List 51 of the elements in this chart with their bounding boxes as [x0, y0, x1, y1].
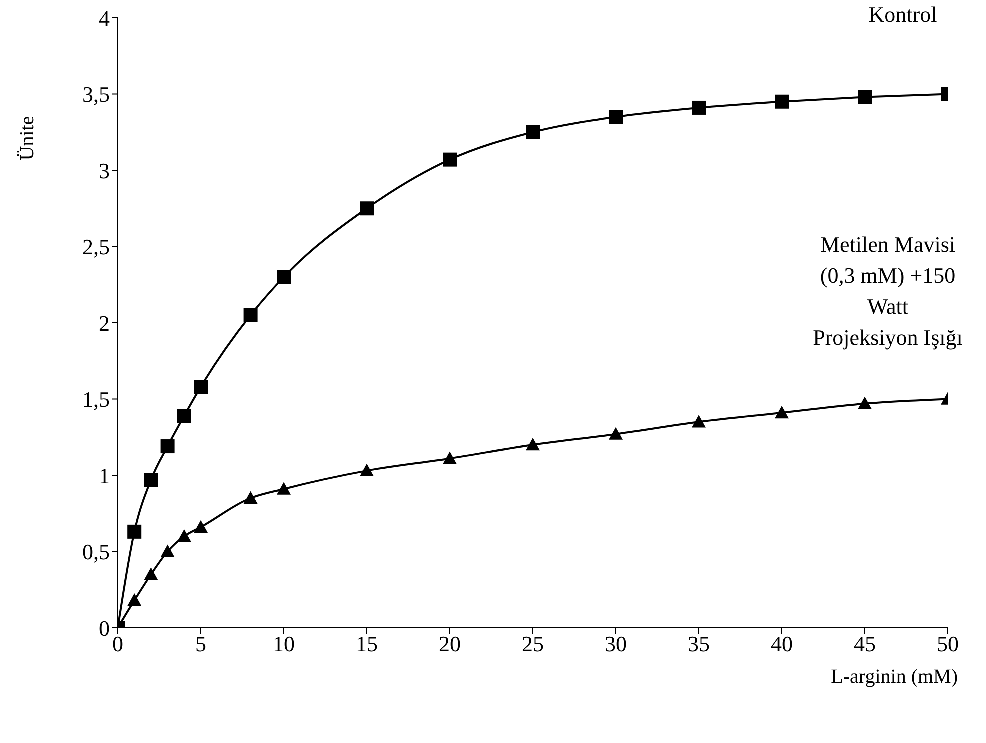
x-axis-title: L-arginin (mM) [831, 666, 958, 689]
point [692, 415, 706, 428]
point [360, 202, 374, 216]
point [177, 409, 192, 424]
point [160, 544, 175, 558]
y-tick-label: 2 [99, 310, 110, 336]
x-tick-label: 5 [196, 632, 206, 657]
y-tick-label: 2,5 [82, 234, 110, 260]
point [177, 530, 192, 542]
y-axis-title: Ünite [16, 116, 40, 160]
point [775, 406, 789, 419]
point [244, 308, 258, 322]
point [128, 594, 142, 606]
point [277, 482, 291, 495]
y-tick-label: 1 [99, 463, 110, 488]
point [858, 396, 872, 410]
point [526, 438, 540, 451]
y-tick-label: 1,5 [82, 387, 110, 412]
text: Kontrol [868, 1, 938, 30]
x-tick-label: 25 [522, 632, 544, 657]
point [194, 380, 208, 394]
point [443, 152, 457, 167]
text: Metilen Mavisi (0,3 mM) +150 Watt Projeksiyon Işığı [813, 231, 963, 352]
x-tick-label: 15 [356, 632, 378, 657]
point [858, 90, 872, 104]
x-tick-label: 10 [273, 632, 295, 657]
x-tick-label: 40 [771, 632, 793, 657]
point [144, 473, 158, 488]
point [526, 125, 540, 140]
point [609, 427, 623, 440]
point [609, 110, 623, 124]
x-tick-label: 35 [688, 632, 710, 657]
point [692, 100, 706, 115]
x-tick-label: 50 [937, 632, 959, 657]
y-tick-label: 0,5 [82, 540, 110, 565]
point [775, 94, 789, 109]
point [128, 524, 142, 539]
point [144, 568, 158, 580]
point [443, 452, 457, 464]
y-tick-label: 0 [99, 616, 110, 641]
point [160, 440, 175, 454]
point [244, 491, 258, 504]
x-tick-label: 45 [854, 632, 876, 657]
point [277, 270, 291, 284]
point [194, 520, 208, 533]
point [360, 464, 374, 477]
x-tick-label: 30 [605, 632, 627, 657]
y-tick-label: 3 [99, 158, 110, 184]
y-tick-label: 3,5 [82, 82, 110, 108]
y-tick-label: 4 [99, 6, 110, 31]
x-tick-label: 20 [439, 632, 461, 657]
